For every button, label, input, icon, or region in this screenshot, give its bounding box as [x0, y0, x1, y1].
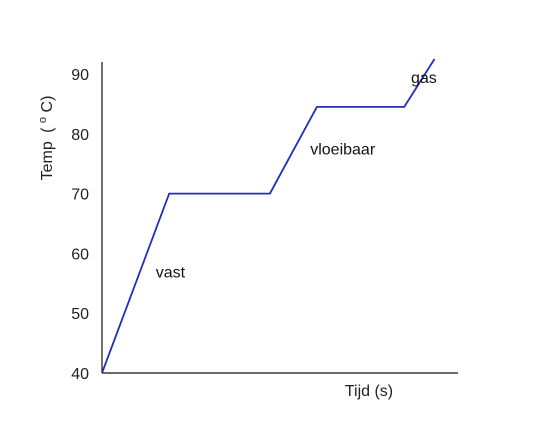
y-axis-title-unit-open: ( [39, 127, 56, 133]
temperature-line [101, 58, 436, 374]
y-tick-label: 80 [71, 127, 89, 144]
y-axis-title-unit-close: C) [39, 96, 56, 113]
y-tick-labels: 40 50 60 70 80 90 [71, 67, 89, 383]
y-tick-label: 60 [71, 246, 89, 263]
x-axis-title: Tijd (s) [345, 383, 393, 400]
y-tick-label: 90 [71, 67, 89, 84]
y-tick-label: 40 [71, 366, 89, 383]
y-axis-title: Temp ( o C) [33, 96, 56, 181]
annotation-vast: vast [156, 264, 186, 281]
annotation-vloeibaar: vloeibaar [310, 142, 376, 159]
y-tick-label: 70 [71, 187, 89, 204]
y-tick-label: 50 [71, 306, 89, 323]
y-axis-title-unit-sup: o [37, 117, 49, 123]
y-axis-title-label: Temp [39, 141, 56, 180]
annotation-gas: gas [411, 70, 437, 87]
phase-annotations: vast vloeibaar gas [156, 70, 437, 281]
